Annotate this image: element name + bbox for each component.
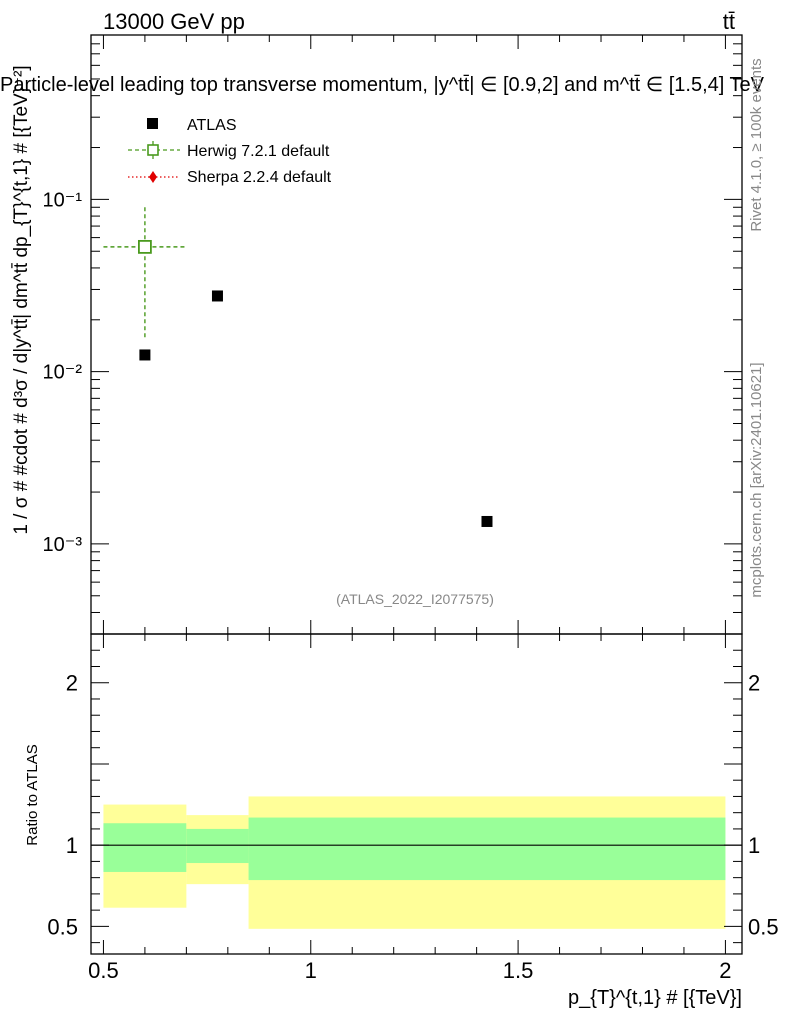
energy-label: 13000 GeV pp [103,9,245,34]
x-tick-label-0: 0.5 [88,958,119,983]
main-y-tick-label-0: 10⁻¹ [43,189,83,211]
ratio-plot-frame [90,633,743,955]
legend: ATLAS Herwig 7.2.1 default Sherpa 2.2.4 … [128,117,332,186]
ratio-y-tick-label-r-0: 2 [748,671,760,696]
x-axis-label: p_{T}^{t,1} # [{TeV}] [568,987,742,1009]
legend-sherpa-marker [149,171,157,183]
ratio-band-inner-1 [186,828,249,864]
axis-ticks [91,34,742,954]
x-tick-label-3: 2 [719,958,731,983]
ratio-y-axis-label: Ratio to ATLAS [24,744,41,845]
main-y-tick-label-1: 10⁻² [43,362,83,384]
main-y-tick-label-2: 10⁻³ [43,534,83,556]
analysis-watermark: (ATLAS_2022_I2077575) [336,591,494,607]
ratio-y-tick-label-l-2: 0.5 [47,914,78,939]
atlas-point-0 [139,349,151,361]
ratio-y-tick-label-r-2: 0.5 [748,914,779,939]
legend-sherpa-label: Sherpa 2.2.4 default [187,169,332,186]
atlas-point-2 [481,515,493,527]
mcplots-label: mcplots.cern.ch [arXiv:2401.10621] [748,362,765,597]
legend-herwig-label: Herwig 7.2.1 default [187,143,330,160]
ratio-y-tick-label-l-1: 1 [66,833,78,858]
ratio-band-inner-0 [103,823,187,872]
atlas-point-1 [211,290,223,302]
legend-atlas-marker [147,118,158,129]
process-label: tt̄ [723,9,735,34]
herwig-point-0 [138,239,152,254]
ratio-y-tick-label-l-0: 2 [66,671,78,696]
ratio-bands [103,796,726,929]
main-y-axis-label: 1 / σ # #cdot # d³σ / d|y^tt̄| dm^tt̄ dp… [11,65,32,534]
legend-atlas-label: ATLAS [187,117,237,134]
x-tick-label-2: 1.5 [503,958,534,983]
legend-herwig-marker [147,144,159,156]
ratio-band-inner-2 [248,817,726,881]
x-tick-label-1: 1 [305,958,317,983]
plot-title: Particle-level leading top transverse mo… [0,74,765,96]
data-points [103,207,493,527]
tick-labels: 10⁻¹ 10⁻² 10⁻³ 2 2 1 1 0.5 0.5 0.5 1 1.5 2 [43,189,779,983]
ratio-y-tick-label-r-1: 1 [748,833,760,858]
rivet-version-label: Rivet 4.1.0, ≥ 100k events [748,58,765,231]
